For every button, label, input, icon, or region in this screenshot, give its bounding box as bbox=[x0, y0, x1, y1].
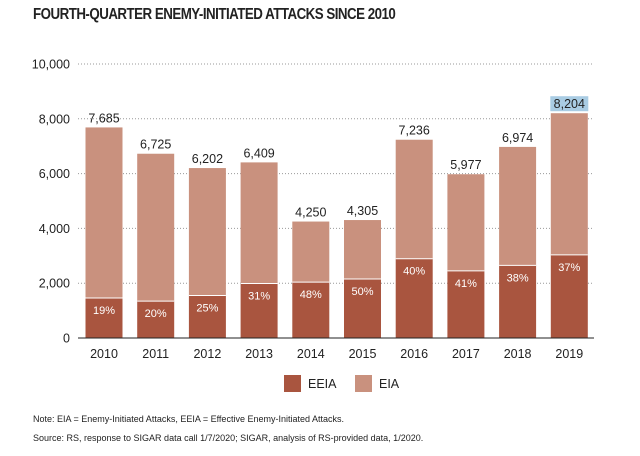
total-label: 6,409 bbox=[243, 146, 274, 160]
bar-eeia bbox=[137, 301, 175, 338]
bar-eeia bbox=[188, 295, 226, 338]
bar-eia bbox=[292, 221, 330, 283]
y-tick-label: 8,000 bbox=[39, 112, 70, 126]
y-tick-label: 4,000 bbox=[39, 222, 70, 236]
bar-eia bbox=[85, 127, 123, 298]
total-label: 8,204 bbox=[554, 97, 585, 111]
percent-label: 40% bbox=[403, 266, 425, 278]
bar-eia bbox=[137, 153, 175, 302]
percent-label: 37% bbox=[558, 262, 580, 274]
total-label: 6,202 bbox=[192, 152, 223, 166]
bar-eia bbox=[344, 220, 381, 280]
bar-eeia bbox=[292, 282, 330, 338]
y-tick-label: 6,000 bbox=[39, 167, 70, 181]
percent-label: 19% bbox=[93, 305, 115, 317]
x-tick-label: 2012 bbox=[193, 347, 221, 361]
x-tick-label: 2013 bbox=[245, 347, 273, 361]
x-tick-label: 2011 bbox=[142, 347, 169, 361]
total-label: 7,236 bbox=[399, 124, 430, 138]
x-tick-label: 2014 bbox=[297, 347, 325, 361]
total-label: 7,685 bbox=[88, 111, 119, 125]
legend-label: EEIA bbox=[308, 377, 337, 391]
bar-eeia bbox=[85, 297, 123, 338]
x-tick-label: 2017 bbox=[452, 347, 480, 361]
bar-eeia bbox=[344, 279, 381, 338]
total-label: 5,977 bbox=[450, 158, 481, 172]
bar-eeia bbox=[395, 258, 433, 338]
chart-title: FOURTH-QUARTER ENEMY-INITIATED ATTACKS S… bbox=[33, 6, 396, 23]
bar-eia bbox=[447, 174, 485, 271]
percent-label: 25% bbox=[196, 303, 218, 315]
bar-eia bbox=[188, 168, 226, 296]
bar-eeia bbox=[240, 283, 278, 338]
percent-label: 31% bbox=[248, 291, 270, 303]
bar-eia bbox=[240, 162, 278, 284]
highlight-box bbox=[550, 96, 589, 112]
x-tick-label: 2016 bbox=[400, 347, 428, 361]
percent-label: 50% bbox=[351, 286, 373, 298]
percent-label: 41% bbox=[455, 278, 477, 290]
x-tick-label: 2015 bbox=[349, 347, 377, 361]
total-label: 4,305 bbox=[347, 204, 378, 218]
x-tick-label: 2019 bbox=[555, 347, 583, 361]
y-tick-label: 10,000 bbox=[32, 58, 70, 72]
legend-swatch bbox=[355, 375, 372, 392]
chart-note: Note: EIA = Enemy-Initiated Attacks, EEI… bbox=[33, 414, 344, 424]
bar-eia bbox=[550, 113, 588, 255]
legend-label: EIA bbox=[379, 377, 400, 391]
bar-eeia bbox=[499, 265, 537, 338]
x-tick-label: 2018 bbox=[504, 347, 532, 361]
y-tick-label: 0 bbox=[63, 332, 70, 346]
chart-source: Source: RS, response to SIGAR data call … bbox=[33, 433, 424, 443]
total-label: 4,250 bbox=[295, 206, 326, 220]
y-tick-label: 2,000 bbox=[39, 277, 70, 291]
legend-swatch bbox=[284, 375, 301, 392]
bar-eeia bbox=[447, 270, 485, 338]
bar-eia bbox=[395, 139, 433, 259]
x-tick-label: 2010 bbox=[90, 347, 118, 361]
percent-label: 48% bbox=[300, 289, 322, 301]
total-label: 6,974 bbox=[502, 131, 533, 145]
percent-label: 38% bbox=[507, 272, 529, 284]
percent-label: 20% bbox=[145, 308, 167, 320]
bar-eia bbox=[499, 146, 537, 266]
bar-eeia bbox=[550, 254, 588, 338]
total-label: 6,725 bbox=[140, 138, 171, 152]
